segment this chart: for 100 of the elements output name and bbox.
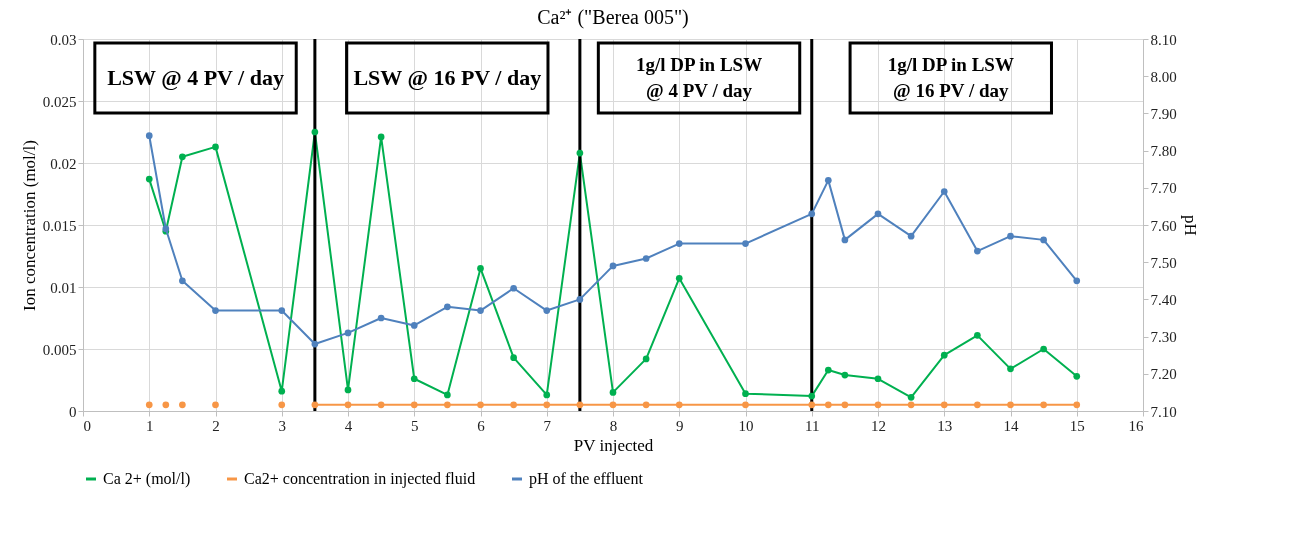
y-tick-label: 0 — [69, 403, 77, 420]
y2-tick-label: 7.70 — [1150, 180, 1177, 197]
point — [874, 401, 882, 409]
x-tick-label: 8 — [609, 417, 618, 434]
point — [543, 391, 551, 399]
point — [874, 210, 882, 218]
point — [510, 284, 517, 292]
point — [477, 265, 484, 272]
x-tick-label: 0 — [83, 417, 91, 434]
point — [1007, 365, 1014, 373]
y-tick-label: 0.02 — [50, 155, 77, 172]
point — [907, 394, 915, 401]
x-tick-label: 4 — [344, 417, 353, 434]
point — [974, 247, 981, 255]
point — [576, 401, 584, 409]
point — [410, 375, 418, 383]
point — [974, 401, 981, 409]
point — [444, 391, 451, 399]
y2-tick-label: 8.10 — [1150, 31, 1177, 48]
point — [377, 133, 385, 141]
point — [444, 303, 451, 311]
point — [642, 355, 650, 363]
point — [212, 143, 219, 151]
y2-tick-label: 7.40 — [1150, 291, 1177, 308]
y2-tick-label: 7.30 — [1150, 329, 1177, 346]
y-tick-label: 0.025 — [42, 93, 77, 110]
point — [278, 307, 286, 314]
legend-label: pH of the effluent — [529, 470, 644, 488]
x-tick-label: 16 — [1128, 417, 1144, 434]
point — [179, 401, 186, 409]
x-tick-label: 3 — [278, 417, 286, 434]
point — [212, 307, 219, 314]
point — [874, 375, 882, 383]
point — [410, 401, 418, 409]
x-tick-label: 9 — [676, 417, 684, 434]
point — [742, 240, 749, 247]
point — [1073, 401, 1081, 409]
point — [344, 329, 352, 337]
point — [510, 401, 517, 409]
point — [940, 188, 948, 195]
x-tick-label: 11 — [805, 417, 820, 434]
point — [1040, 401, 1047, 409]
annotation: 1g/l DP in LSW @ 16 PV / day — [887, 54, 1014, 101]
point — [675, 274, 683, 282]
point — [278, 401, 286, 409]
point — [1040, 345, 1047, 353]
point — [642, 255, 650, 262]
y2-tick-label: 7.10 — [1150, 403, 1177, 420]
point — [940, 401, 948, 409]
point — [543, 307, 551, 314]
point — [477, 307, 484, 314]
y2-tick-label: 7.50 — [1150, 254, 1177, 271]
point — [675, 401, 683, 409]
point — [344, 401, 352, 409]
y2-axis-title: pH — [1180, 215, 1200, 236]
legend-label: Ca2+ concentration in injected fluid — [244, 470, 476, 488]
point — [1073, 372, 1081, 380]
point — [278, 387, 286, 395]
y2-tick-label: 7.90 — [1150, 105, 1177, 122]
x-tick-label: 7 — [543, 417, 552, 434]
y-axis-title: Ion concentration (mol/l) — [19, 140, 39, 311]
point — [609, 389, 617, 396]
y-tick-label: 0.005 — [42, 341, 77, 358]
point — [907, 232, 915, 240]
point — [940, 351, 948, 359]
point — [808, 401, 816, 409]
x-tick-label: 5 — [411, 417, 419, 434]
point — [576, 296, 584, 303]
point — [145, 401, 153, 409]
x-tick-label: 13 — [937, 417, 953, 434]
point — [1007, 232, 1014, 240]
point — [145, 132, 153, 140]
point — [311, 340, 319, 348]
point — [742, 401, 749, 409]
y2-tick-label: 8.00 — [1150, 68, 1177, 85]
point — [824, 401, 832, 409]
point — [576, 149, 584, 157]
point — [344, 386, 352, 394]
x-tick-label: 6 — [477, 417, 486, 434]
x-tick-label: 14 — [1003, 417, 1019, 434]
point — [212, 401, 219, 409]
point — [642, 401, 650, 409]
legend-label: Ca 2+ (mol/l) — [103, 470, 191, 488]
point — [543, 401, 551, 409]
x-tick-label: 12 — [871, 417, 886, 434]
chart-title: Ca²⁺ ("Berea 005") — [537, 6, 689, 29]
y2-tick-label: 7.20 — [1150, 366, 1177, 383]
point — [179, 277, 186, 285]
point — [675, 240, 683, 247]
annotation: LSW @ 4 PV / day — [107, 65, 284, 90]
x-tick-label: 10 — [738, 417, 754, 434]
x-tick-label: 15 — [1069, 417, 1085, 434]
point — [377, 401, 385, 409]
y-tick-label: 0.01 — [50, 279, 77, 296]
point — [824, 177, 832, 184]
point — [742, 390, 749, 397]
y2-tick-label: 7.80 — [1150, 143, 1177, 160]
point — [808, 392, 816, 400]
y-tick-label: 0.03 — [50, 31, 77, 48]
point — [1007, 401, 1014, 409]
